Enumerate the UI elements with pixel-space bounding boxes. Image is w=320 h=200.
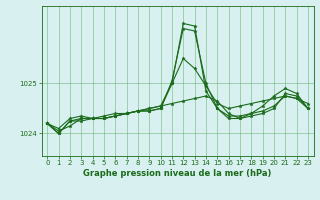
X-axis label: Graphe pression niveau de la mer (hPa): Graphe pression niveau de la mer (hPa) <box>84 169 272 178</box>
